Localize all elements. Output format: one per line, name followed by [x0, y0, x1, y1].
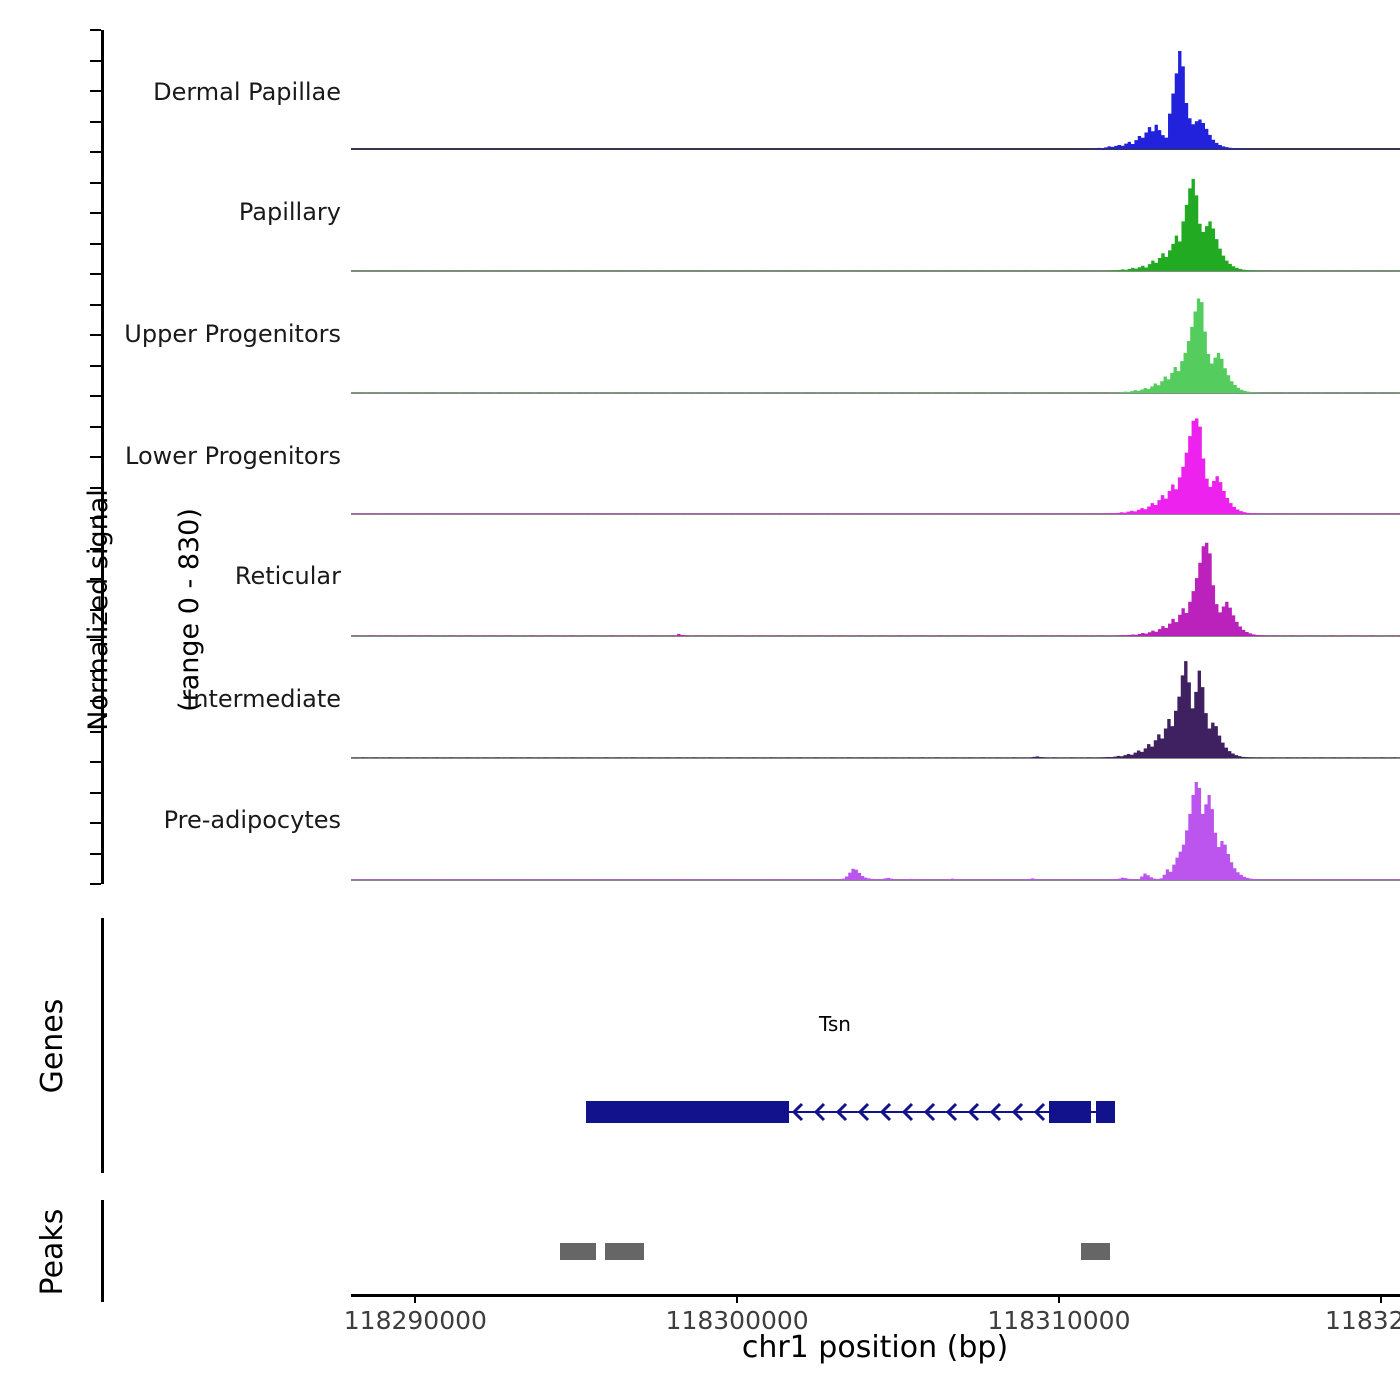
x-axis-title: chr1 position (bp) — [741, 1330, 1009, 1365]
signal-track-intermediate — [351, 661, 1400, 758]
y-axis-tick — [90, 395, 101, 397]
x-axis-tick-label: 118300000 — [665, 1306, 809, 1335]
x-axis-tick — [736, 1294, 739, 1303]
signal-track-dermal-papillae — [351, 51, 1400, 149]
y-axis-tick — [90, 59, 101, 62]
y-axis-tick — [90, 29, 101, 31]
y-axis-tick — [90, 700, 101, 702]
x-axis-tick-label: 1183200 — [1325, 1306, 1400, 1335]
peak-box — [560, 1243, 596, 1260]
gene-intron-line — [585, 1111, 1116, 1113]
track-baseline — [351, 635, 1400, 637]
genes-panel-label: Genes — [35, 998, 70, 1094]
signal-track-upper-progenitors — [351, 298, 1400, 393]
gene-name-label: Tsn — [818, 1012, 851, 1036]
y-axis-tick — [90, 364, 101, 367]
signal-axis-spine — [101, 30, 104, 884]
y-axis-tick — [90, 730, 101, 733]
y-axis-tick — [90, 639, 101, 641]
y-axis-tick — [90, 547, 101, 550]
x-axis-line — [351, 1294, 1400, 1297]
genes-axis-spine — [101, 918, 104, 1173]
y-axis-tick — [90, 517, 101, 519]
track-label-pre-adipocytes: Pre-adipocytes — [163, 806, 341, 834]
x-axis-tick — [1379, 1294, 1382, 1303]
track-label-dermal-papillae: Dermal Papillae — [153, 78, 341, 106]
x-axis-tick-label: 118290000 — [343, 1306, 487, 1335]
x-axis-tick — [414, 1294, 417, 1303]
y-axis-tick — [90, 608, 101, 611]
y-axis-tick — [90, 456, 101, 458]
y-axis-tick — [90, 761, 101, 763]
gene-exon — [585, 1101, 789, 1123]
x-axis-tick — [1057, 1294, 1060, 1303]
y-axis-tick — [90, 303, 101, 306]
y-axis-tick — [90, 852, 101, 855]
signal-track-pre-adipocytes — [351, 782, 1400, 880]
y-axis-tick — [90, 486, 101, 489]
y-axis-tick — [90, 334, 101, 336]
peaks-panel-label: Peaks — [35, 1208, 70, 1296]
y-axis-tick — [90, 883, 101, 885]
y-axis-tick — [90, 212, 101, 214]
x-axis-tick-label: 118310000 — [987, 1306, 1131, 1335]
y-axis-tick — [90, 791, 101, 794]
y-axis-tick — [90, 822, 101, 824]
track-label-intermediate: Intermediate — [186, 685, 341, 713]
peak-box — [605, 1243, 644, 1260]
y-axis-tick — [90, 273, 101, 275]
y-axis-tick — [90, 425, 101, 428]
signal-track-lower-progenitors — [351, 418, 1400, 514]
y-axis-tick — [90, 669, 101, 672]
y-axis-tick — [90, 120, 101, 123]
signal-track-papillary — [351, 178, 1400, 271]
y-axis-tick — [90, 181, 101, 184]
gene-exon — [1049, 1101, 1092, 1123]
y-axis-tick — [90, 151, 101, 153]
y-axis-tick — [90, 242, 101, 245]
peaks-axis-spine — [101, 1200, 104, 1302]
track-label-upper-progenitors: Upper Progenitors — [124, 320, 341, 348]
y-axis-tick — [90, 90, 101, 92]
peak-box — [1081, 1243, 1111, 1260]
track-label-lower-progenitors: Lower Progenitors — [125, 442, 341, 470]
gene-exon — [1095, 1101, 1116, 1123]
track-label-papillary: Papillary — [238, 198, 341, 226]
track-label-reticular: Reticular — [234, 562, 341, 590]
y-axis-tick — [90, 578, 101, 580]
signal-track-reticular — [351, 542, 1400, 636]
